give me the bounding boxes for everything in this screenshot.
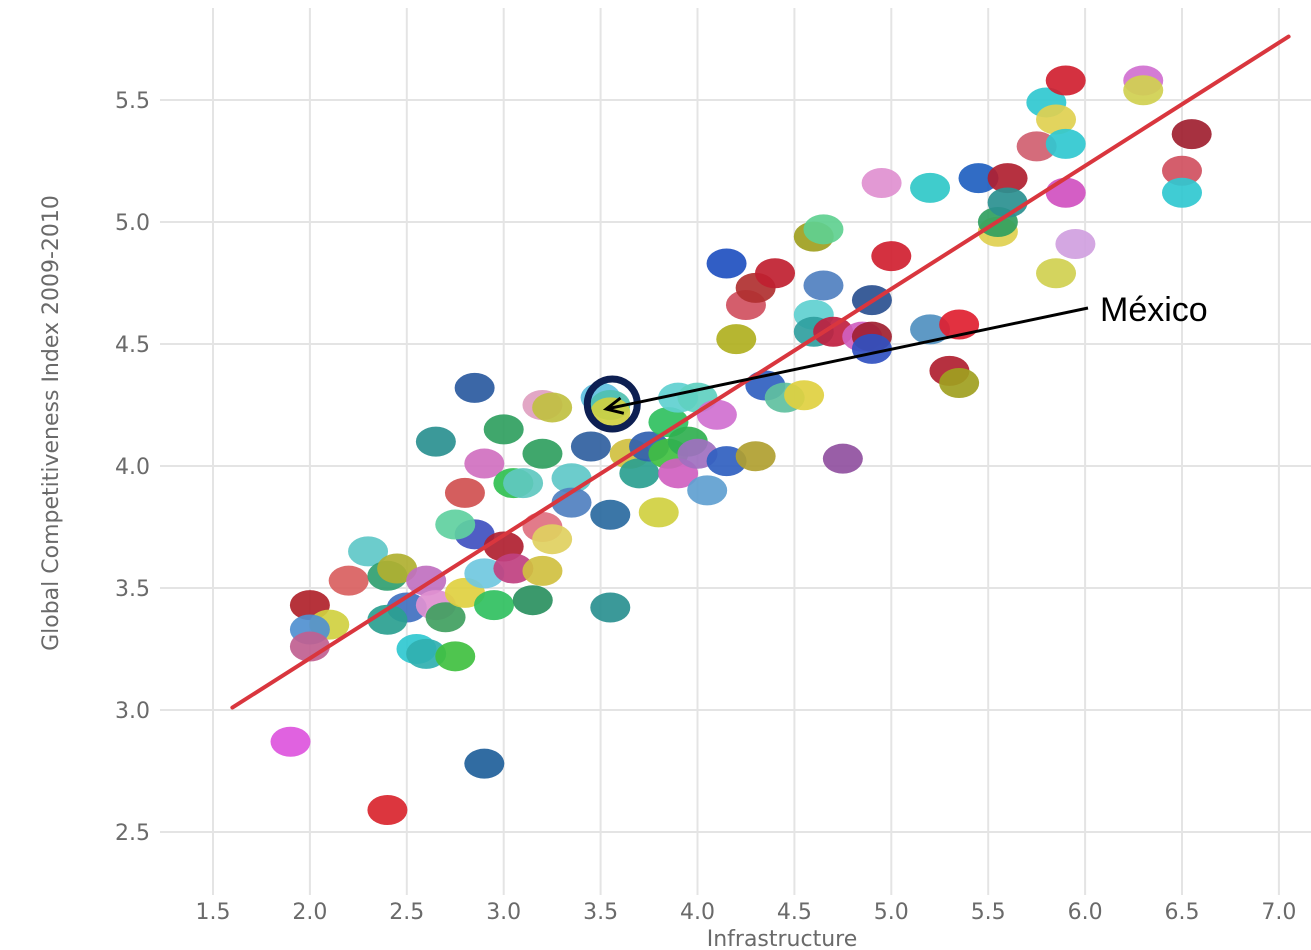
y-tick-label: 4.0 [115, 455, 150, 480]
x-tick-label: 4.0 [680, 900, 715, 925]
data-point [696, 399, 737, 430]
data-point [1045, 65, 1086, 96]
y-tick-labels: 2.5 3.0 3.5 4.0 4.5 5.0 5.5 [115, 89, 150, 846]
data-point [784, 380, 825, 411]
x-tick-label: 1.5 [196, 900, 231, 925]
data-point [958, 163, 999, 194]
x-tick-label: 5.0 [874, 900, 909, 925]
y-axis-label: Global Competitiveness Index 2009-2010 [39, 195, 64, 651]
mexico-pointer-line [605, 306, 1089, 411]
x-tick-label: 5.5 [971, 900, 1006, 925]
data-point [367, 604, 408, 635]
mexico-annotation-label: México [1100, 291, 1208, 329]
data-point [367, 795, 408, 826]
data-point [803, 270, 844, 301]
data-point [464, 748, 505, 779]
data-point [1162, 155, 1202, 186]
x-axis-label: Infrastructure [707, 927, 858, 950]
data-point [483, 414, 524, 445]
data-point [755, 258, 796, 289]
data-point [1036, 104, 1077, 135]
data-point [803, 214, 844, 245]
x-tick-label: 4.5 [777, 900, 812, 925]
data-point [425, 602, 466, 633]
mexico-arrowhead-icon [602, 396, 625, 415]
data-point [348, 536, 389, 567]
data-point [619, 458, 660, 489]
data-point [716, 324, 757, 355]
trend-line [230, 34, 1291, 710]
data-point [464, 448, 505, 479]
x-tick-label: 2.5 [389, 900, 424, 925]
data-point [939, 368, 980, 399]
y-tick-label: 3.0 [115, 699, 150, 724]
y-tick-label: 5.0 [115, 211, 150, 236]
y-tick-label: 4.5 [115, 333, 150, 358]
data-point [522, 438, 563, 469]
annotation-group: México [583, 291, 1208, 433]
data-point [1045, 128, 1086, 159]
data-point [551, 487, 592, 518]
trend-line-group [230, 34, 1291, 710]
x-tick-label: 6.0 [1068, 900, 1103, 925]
x-tick-label: 3.0 [486, 900, 521, 925]
y-tick-label: 5.5 [115, 89, 150, 114]
data-points [270, 65, 1212, 826]
data-point [454, 372, 495, 403]
x-tick-label: 3.5 [583, 900, 618, 925]
data-point [522, 555, 563, 586]
data-point [590, 499, 631, 530]
data-point [328, 565, 369, 596]
data-point [871, 241, 912, 272]
data-point [735, 441, 776, 472]
x-tick-label: 7.0 [1261, 900, 1296, 925]
data-point [910, 172, 951, 203]
y-tick-label: 3.5 [115, 577, 150, 602]
data-point [1045, 177, 1086, 208]
data-point [415, 426, 456, 457]
data-point [687, 475, 728, 506]
x-tick-labels: 1.5 2.0 2.5 3.0 3.5 4.0 4.5 5.0 5.5 6.0 6.5 7.0 [196, 900, 1297, 925]
data-point [435, 509, 476, 540]
data-point [532, 392, 573, 423]
data-point [512, 585, 553, 616]
data-point [444, 477, 485, 508]
data-point [1123, 75, 1164, 106]
x-tick-label: 6.5 [1165, 900, 1200, 925]
data-point [474, 590, 515, 621]
data-point [1171, 119, 1212, 150]
data-point [493, 553, 534, 584]
data-point [987, 163, 1028, 194]
data-point [861, 167, 902, 198]
data-point [377, 553, 418, 584]
data-point [1016, 131, 1057, 162]
data-point [1055, 228, 1096, 259]
data-point [638, 497, 679, 528]
data-point [503, 468, 544, 499]
data-point [1036, 258, 1077, 289]
data-point [532, 524, 573, 555]
data-point [706, 248, 747, 279]
data-point [570, 431, 611, 462]
data-point [270, 726, 311, 757]
data-point [406, 565, 447, 596]
data-point [590, 592, 631, 623]
x-tick-label: 2.0 [292, 900, 327, 925]
data-point [1162, 177, 1202, 208]
data-point [822, 443, 863, 474]
data-point [435, 641, 476, 672]
y-tick-label: 2.5 [115, 821, 150, 846]
data-point [406, 638, 447, 669]
